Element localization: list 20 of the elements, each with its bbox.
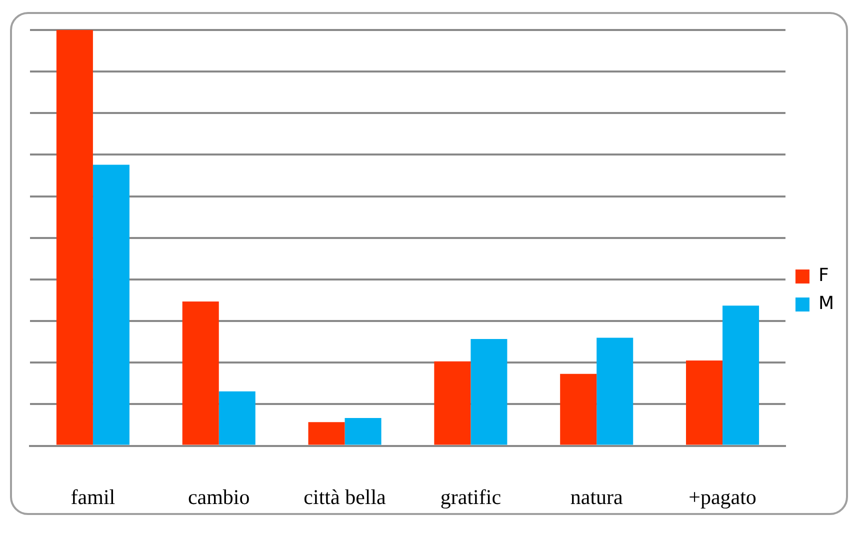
bar — [56, 30, 93, 445]
bar — [308, 422, 345, 445]
bar — [92, 164, 130, 445]
x-tick-label: famil — [70, 484, 116, 509]
x-tick-label: gratific — [440, 484, 502, 509]
bar — [434, 361, 471, 445]
bar — [470, 338, 508, 445]
bar — [182, 302, 219, 445]
x-tick-label: natura — [570, 484, 624, 509]
bar — [344, 418, 382, 445]
x-tick-label: cambio — [188, 484, 250, 509]
bar — [686, 360, 723, 445]
bar — [722, 306, 760, 445]
x-tick-label: città bella — [304, 484, 387, 509]
x-tick-label: +pagato — [688, 484, 756, 509]
bar — [218, 391, 256, 445]
bar — [560, 374, 597, 445]
legend-label: F — [818, 265, 829, 286]
bar — [596, 338, 634, 445]
legend-label: M — [818, 293, 834, 314]
